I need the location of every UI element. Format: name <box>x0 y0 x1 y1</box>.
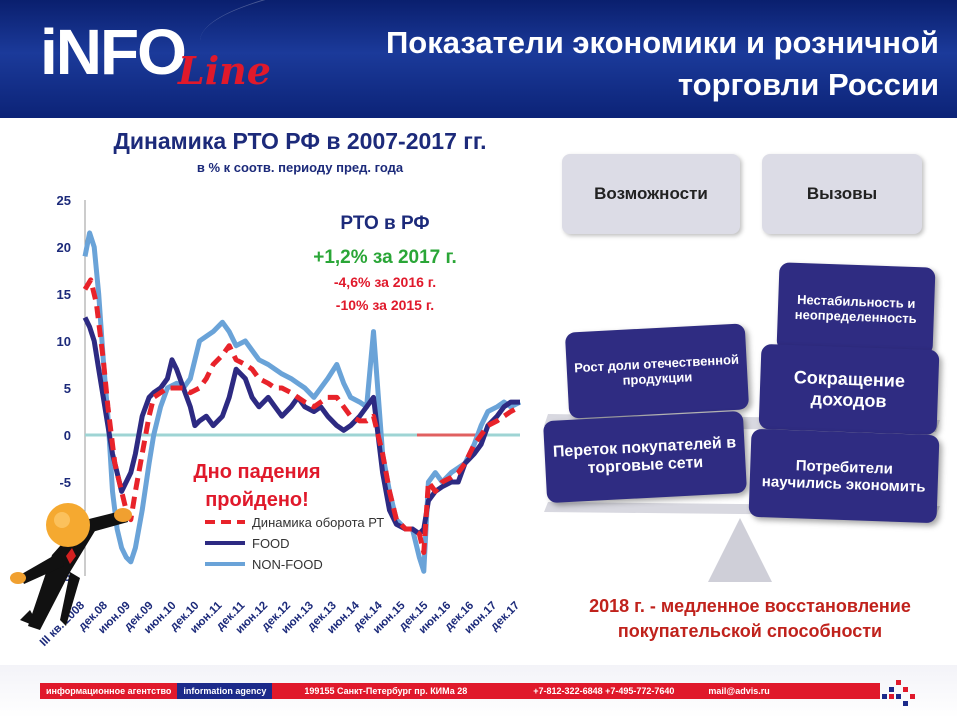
scale-fulcrum <box>708 518 772 582</box>
forecast-line1: 2018 г. - медленное восстановление <box>589 596 911 616</box>
page-title: Показатели экономики и розничной торговл… <box>339 22 939 106</box>
forecast-text: 2018 г. - медленное восстановление покуп… <box>560 594 940 644</box>
page-title-line1: Показатели экономики и розничной <box>385 25 939 60</box>
logo-main-text: iNFO <box>40 16 187 88</box>
series-layer <box>82 230 522 574</box>
annotation-rto-title: РТО в РФ <box>340 213 429 234</box>
y-tick-label: 25 <box>57 193 71 208</box>
series-line-total <box>82 277 522 555</box>
logo-script-text: Line <box>178 48 271 93</box>
annotation-bottom-line2: пройдено! <box>205 489 309 511</box>
annotation-rto-2015: -10% за 2015 г. <box>336 297 434 313</box>
right-box-instability: Нестабильность и неопределенность <box>776 262 936 356</box>
annotation-rto-2016: -4,6% за 2016 г. <box>334 274 436 290</box>
right-box-consumers-save: Потребители научились экономить <box>748 428 940 524</box>
x-axis: III кв. 2008дек.08июн.09дек.09июн.10дек.… <box>38 599 522 649</box>
challenges-box: Вызовы <box>762 154 922 234</box>
opportunities-box: Возможности <box>562 154 740 234</box>
chart-title: Динамика РТО РФ в 2007-2017 гг. <box>113 128 487 154</box>
right-box-income-decline: Сокращение доходов <box>758 343 940 436</box>
pointing-man-illustration <box>10 503 132 630</box>
footer-agency-en: information agency <box>177 683 273 699</box>
legend-label: FOOD <box>252 536 290 551</box>
y-tick-label: 10 <box>57 334 71 349</box>
left-box-customer-flow: Переток покупателей в торговые сети <box>542 410 748 504</box>
infoline-logo: iNFO Line <box>40 16 300 93</box>
footer-agency-ru: информационное агентство <box>46 686 172 696</box>
y-tick-label: -5 <box>59 475 71 490</box>
footer-bar: информационное агентство information age… <box>40 683 880 699</box>
chart-legend: Динамика оборота РТ FOOD NON-FOOD <box>205 515 384 572</box>
left-box-domestic-products: Рост доли отечественной продукции <box>564 323 750 419</box>
legend-label: NON-FOOD <box>252 557 323 572</box>
footer-address: 199155 Санкт-Петербург пр. КИМа 28 <box>304 686 468 696</box>
footer-phones: +7-812-322-6848 +7-495-772-7640 <box>533 686 675 696</box>
y-tick-label: 20 <box>57 240 71 255</box>
footer-dots-logo <box>882 680 915 706</box>
series-line-non-food <box>82 230 522 574</box>
y-tick-label: 0 <box>64 428 71 443</box>
header-banner: iNFO Line Показатели экономики и розничн… <box>0 0 957 118</box>
annotation-rto-2017: +1,2% за 2017 г. <box>313 247 457 268</box>
chart-subtitle: в % к соотв. периоду пред. года <box>196 160 404 175</box>
forecast-line2: покупательской способности <box>617 621 883 641</box>
page-title-line2: торговли России <box>677 67 939 102</box>
y-tick-label: 15 <box>57 287 71 302</box>
footer-email[interactable]: mail@advis.ru <box>708 686 770 696</box>
legend-label: Динамика оборота РТ <box>252 515 384 530</box>
annotation-bottom-line1: Дно падения <box>193 461 320 483</box>
y-tick-label: 5 <box>64 381 71 396</box>
